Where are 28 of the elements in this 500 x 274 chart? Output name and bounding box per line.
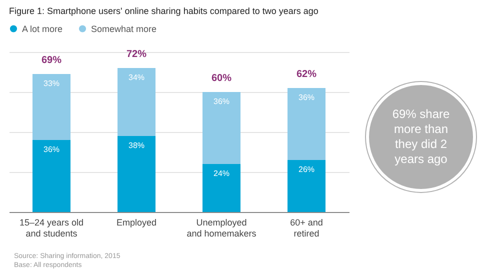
data-label: 33% <box>43 79 60 88</box>
data-label: 36% <box>298 93 315 102</box>
total-label: 69% <box>41 55 62 66</box>
total-label: 60% <box>211 73 232 84</box>
circle-badge: 69% share more than they did 2 years ago <box>366 82 476 192</box>
x-tick-label: 60+ and retired <box>290 218 323 238</box>
data-label: 36% <box>213 97 230 106</box>
bar <box>32 140 70 212</box>
total-label: 72% <box>126 49 147 60</box>
data-label: 24% <box>213 169 230 178</box>
bar <box>288 88 326 160</box>
bar <box>118 68 156 136</box>
bar <box>118 136 156 212</box>
data-label: 26% <box>298 165 315 174</box>
data-label: 36% <box>43 145 60 154</box>
chart-title: Figure 1: Smartphone users' online sharing habits compared to two years ago <box>9 6 318 16</box>
x-tick-label: Employed <box>116 218 157 228</box>
bar <box>288 160 326 212</box>
x-tick-label: Unemployed and homemakers <box>186 218 257 238</box>
x-tick-label: 15–24 years old and students <box>19 218 84 238</box>
legend-label: A lot more <box>22 24 63 34</box>
bar <box>202 164 240 212</box>
bar <box>32 74 70 140</box>
legend-label: Somewhat more <box>91 24 157 34</box>
bar <box>202 92 240 164</box>
data-label: 38% <box>128 141 145 150</box>
data-label: 34% <box>128 73 145 82</box>
total-label: 62% <box>296 69 317 80</box>
